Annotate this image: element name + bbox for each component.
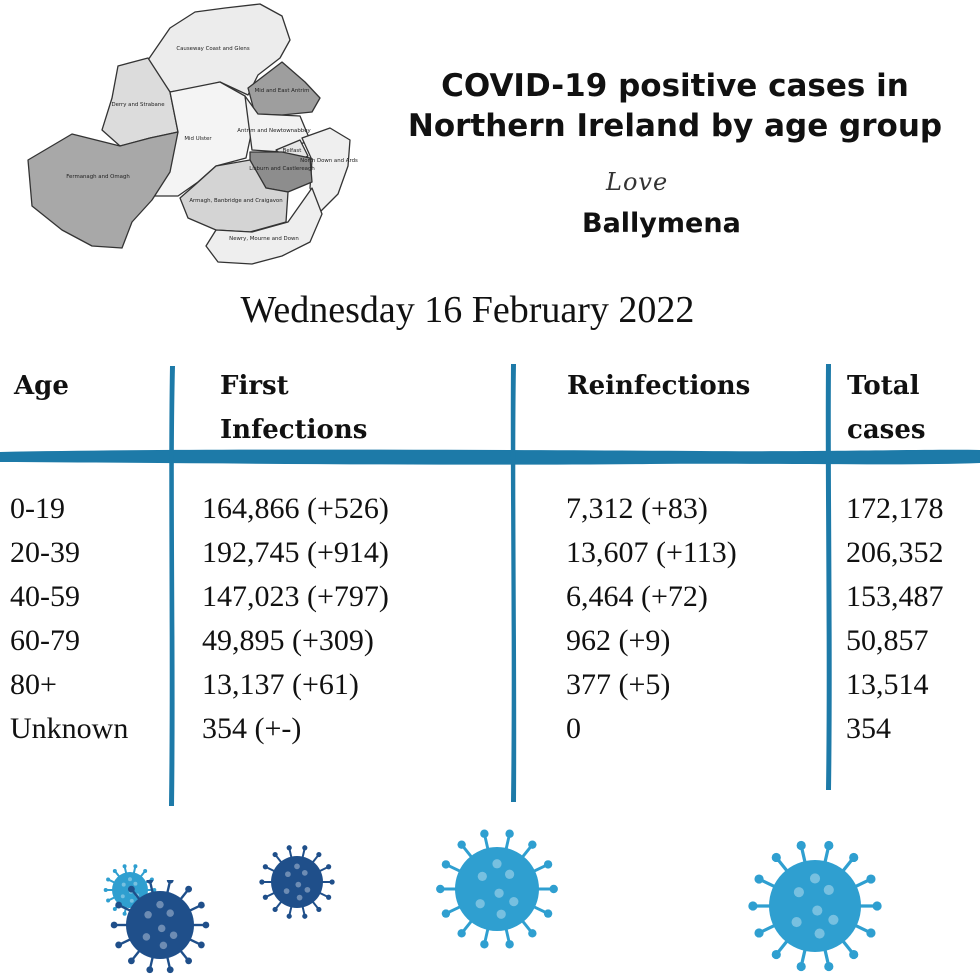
love-ballymena-logo: Love Ballymena: [582, 168, 772, 248]
cell-reinf: 962 (+9): [566, 624, 671, 657]
map-label: Mid Ulster: [184, 136, 212, 142]
cell-first: 164,866 (+526): [202, 492, 389, 525]
virus-icon: [259, 845, 335, 919]
header-first-line-1: First: [220, 371, 289, 401]
column-divider-1: [169, 366, 175, 806]
logo-name: Ballymena: [582, 208, 741, 239]
region-fermanagh-omagh: [27, 131, 179, 249]
map-label: Causeway Coast and Glens: [176, 46, 249, 52]
column-divider-3: [825, 364, 832, 790]
header-divider: [0, 449, 980, 465]
map-label: Fermanagh and Omagh: [66, 174, 130, 180]
cell-age: 20-39: [10, 536, 80, 569]
header-total-line-1: Total: [847, 371, 920, 401]
header-total-line-2: cases: [847, 415, 926, 445]
title-line-1: COVID-19 positive cases in: [441, 68, 909, 104]
cell-first: 354 (+-): [202, 712, 302, 745]
region-newry-mourne-down: [205, 187, 323, 265]
northern-ireland-map: Causeway Coast and Glens Mid and East An…: [27, 3, 358, 265]
cell-reinf: 377 (+5): [566, 668, 671, 701]
cell-reinf: 7,312 (+83): [566, 492, 708, 525]
header-age: Age: [14, 371, 69, 401]
header-first-line-2: Infections: [220, 415, 368, 445]
cell-total: 50,857: [846, 624, 929, 657]
cell-reinf: 0: [566, 712, 581, 745]
logo-script: Love: [606, 168, 669, 196]
cell-age: 0-19: [10, 492, 65, 525]
cell-reinf: 13,607 (+113): [566, 536, 737, 569]
cell-total: 206,352: [846, 536, 944, 569]
cell-first: 13,137 (+61): [202, 668, 359, 701]
report-date: Wednesday 16 February 2022: [240, 289, 695, 331]
cell-total: 13,514: [846, 668, 929, 701]
map-label: North Down and Ards: [300, 158, 358, 164]
cell-age: Unknown: [10, 712, 129, 745]
cell-age: 40-59: [10, 580, 80, 613]
cell-first: 49,895 (+309): [202, 624, 374, 657]
title-line-2: Northern Ireland by age group: [407, 108, 943, 144]
virus-icon: [748, 840, 882, 972]
cell-total: 354: [846, 712, 891, 745]
map-label: Newry, Mourne and Down: [229, 236, 299, 242]
cell-first: 147,023 (+797): [202, 580, 389, 613]
cell-total: 153,487: [846, 580, 944, 613]
map-label: Antrim and Newtownabbey: [237, 128, 311, 134]
map-label: Derry and Strabane: [111, 102, 165, 108]
virus-icon: [110, 880, 210, 974]
page-title: COVID-19 positive cases in Northern Irel…: [380, 66, 970, 146]
map-label: Belfast: [283, 148, 302, 154]
virus-icon: [436, 829, 558, 949]
map-label: Armagh, Banbridge and Craigavon: [189, 198, 282, 204]
cell-first: 192,745 (+914): [202, 536, 389, 569]
cell-reinf: 6,464 (+72): [566, 580, 708, 613]
column-divider-2: [510, 364, 517, 802]
cell-total: 172,178: [846, 492, 944, 525]
cell-age: 60-79: [10, 624, 80, 657]
map-label: Mid and East Antrim: [255, 88, 310, 94]
map-label: Lisburn and Castlereagh: [249, 166, 315, 172]
cell-age: 80+: [10, 668, 57, 701]
header-reinfections: Reinfections: [567, 371, 751, 401]
